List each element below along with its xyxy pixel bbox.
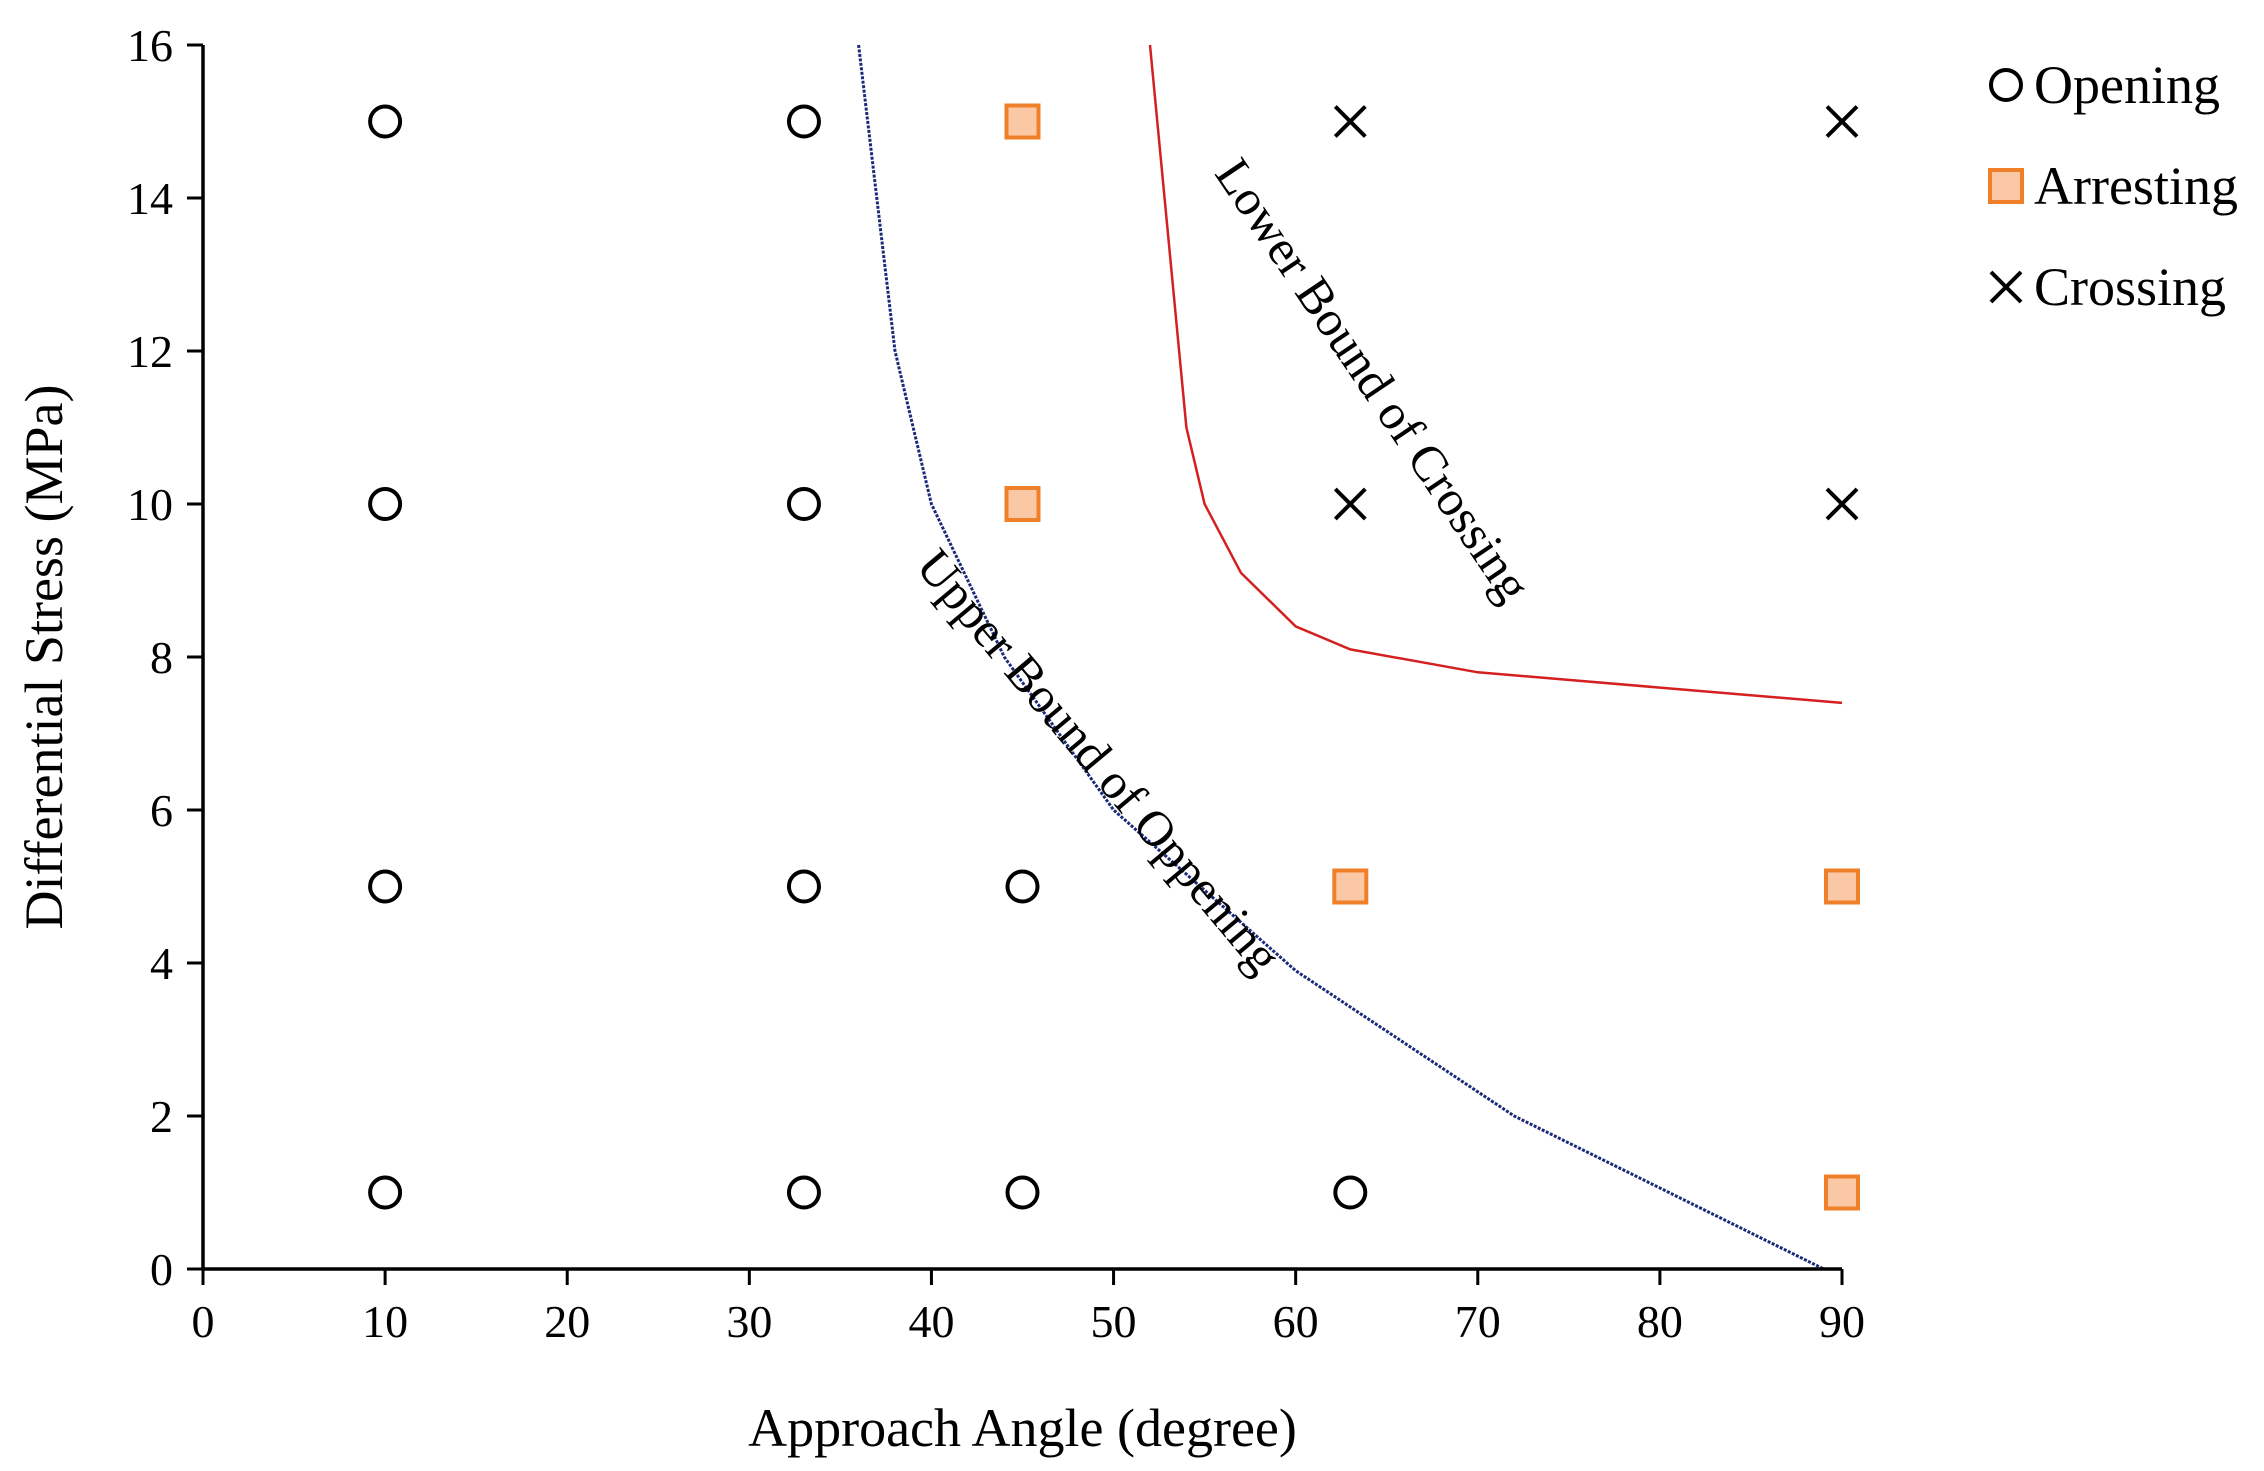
- y-tick-label: 0: [150, 1244, 173, 1295]
- upper-bound-of-oppening-label: Upper Bound of Oppening: [906, 538, 1293, 984]
- opening-point: [786, 487, 821, 521]
- x-tick-label: 60: [1273, 1296, 1319, 1347]
- legend: Opening Arresting Crossing: [1988, 55, 2238, 317]
- lower-bound-of-crossing-label: Lower Bound of Crossing: [1205, 148, 1543, 611]
- upper-bound-of-oppening-curve: [857, 44, 1825, 1271]
- x-tick-label: 50: [1091, 1296, 1137, 1347]
- y-tick-label: 14: [127, 173, 173, 224]
- y-tick-label: 10: [127, 479, 173, 530]
- crossing-point-stroke-b: [1333, 487, 1367, 521]
- opening-point: [786, 1175, 821, 1210]
- opening-point: [1005, 1175, 1040, 1210]
- arresting-point: [1332, 868, 1369, 905]
- opening-point: [368, 1175, 403, 1210]
- crossing-point: [1825, 105, 1859, 138]
- crossing-point: [1825, 487, 1859, 521]
- boundary-curves: [857, 44, 1843, 1271]
- y-tick-label: 4: [150, 938, 173, 989]
- arresting-point: [1824, 868, 1860, 905]
- crossing-point-stroke-b: [1825, 487, 1859, 521]
- y-axis-title: Differential Stress (MPa): [14, 385, 74, 930]
- legend-arresting-label: Arresting: [2034, 156, 2238, 216]
- y-tick-label: 6: [150, 785, 173, 836]
- x-tick-label: 70: [1455, 1296, 1501, 1347]
- y-tick-label: 2: [150, 1091, 173, 1142]
- opening-point: [786, 869, 821, 904]
- x-tick-label: 40: [908, 1296, 954, 1347]
- arresting-point: [1824, 1174, 1860, 1211]
- legend-crossing-label: Crossing: [2034, 257, 2226, 317]
- y-tick-label: 16: [127, 20, 173, 71]
- opening-point: [368, 487, 403, 521]
- arresting-point: [1004, 486, 1041, 522]
- crossing-point: [1333, 487, 1367, 521]
- x-tick-label: 20: [544, 1296, 590, 1347]
- opening-point: [1333, 1175, 1368, 1210]
- axes: 0 10 20 30 40 50 60 70 80 90 0 2 4 6 8 10 12 14 16 Approach…: [14, 20, 1865, 1458]
- opening-point: [786, 104, 821, 139]
- legend-item-crossing: Crossing: [1989, 257, 2226, 317]
- data-points: [368, 103, 1860, 1211]
- x-tick-label: 80: [1637, 1296, 1683, 1347]
- x-tick-label: 0: [192, 1296, 215, 1347]
- crossing-point: [1333, 105, 1367, 138]
- y-tick-label: 8: [150, 632, 173, 683]
- y-tick-label: 12: [127, 326, 173, 377]
- legend-arresting-marker: [1988, 168, 2024, 204]
- crossing-point-stroke-b: [1333, 105, 1367, 138]
- legend-opening-label: Opening: [2034, 55, 2220, 115]
- opening-point: [1005, 869, 1040, 904]
- crossing-point-stroke-b: [1825, 105, 1859, 138]
- x-axis-title: Approach Angle (degree): [748, 1398, 1297, 1458]
- legend-item-opening: Opening: [1989, 55, 2220, 115]
- x-tick-label: 30: [726, 1296, 772, 1347]
- legend-opening-marker: [1989, 68, 2023, 102]
- x-tick-label: 90: [1819, 1296, 1865, 1347]
- opening-point: [368, 869, 403, 904]
- opening-point: [368, 104, 403, 139]
- arresting-point: [1004, 103, 1041, 140]
- legend-item-arresting: Arresting: [1988, 156, 2238, 216]
- legend-crossing-marker-stroke-b: [1989, 270, 2023, 304]
- x-tick-label: 10: [362, 1296, 408, 1347]
- lower-bound-of-crossing-curve: [1148, 44, 1843, 705]
- legend-crossing-marker: [1989, 270, 2023, 304]
